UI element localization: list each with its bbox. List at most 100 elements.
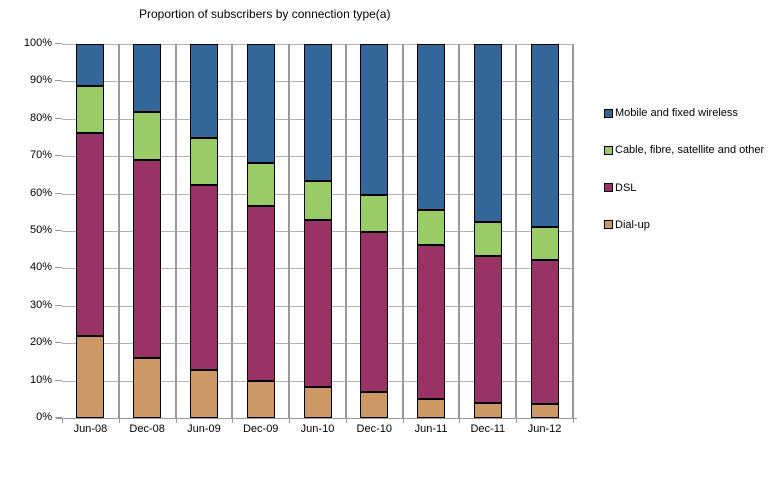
bar-segment-dsl [360,232,388,392]
bar-Dec-10 [360,44,388,418]
y-axis-tick [55,193,62,194]
y-axis-tick-label: 50% [29,224,52,236]
x-axis-category-label: Dec-08 [129,423,165,435]
bar-segment-dial-up [474,403,502,418]
bar-segment-mobile-and-fixed-wireless [417,44,445,210]
bar-segment-dial-up [133,358,161,418]
x-axis-category-label: Dec-09 [242,423,279,435]
x-axis-category-label: Dec-11 [470,423,506,435]
bar-segment-dial-up [531,404,559,418]
bar-segment-mobile-and-fixed-wireless [531,44,559,227]
bar-segment-cable-fibre-satellite-and-other [474,222,502,256]
x-axis-category-label: Jun-09 [187,423,221,435]
x-axis-tick [573,419,574,423]
vertical-gridline [572,44,574,418]
bar-segment-mobile-and-fixed-wireless [247,44,275,163]
bar-segment-dial-up [417,399,445,418]
bar-Jun-08 [76,44,104,418]
bar-Dec-08 [133,44,161,418]
legend-color-swatch-icon [604,145,613,155]
y-axis-tick [55,43,62,44]
y-axis-tick [55,380,62,381]
y-axis-tick-label: 30% [29,299,52,311]
y-axis-tick-label: 80% [29,112,52,124]
vertical-gridline [402,44,404,418]
legend-color-swatch-icon [604,108,613,118]
legend-item-dsl: DSL [604,182,636,194]
y-axis-tick [55,80,62,81]
x-axis-category-label: Jun-08 [73,423,108,435]
y-axis-tick [55,155,62,156]
bar-segment-cable-fibre-satellite-and-other [304,181,332,220]
chart-title: Proportion of subscribers by connection … [139,7,391,21]
bar-segment-cable-fibre-satellite-and-other [247,163,275,206]
bar-segment-cable-fibre-satellite-and-other [133,112,161,160]
legend-color-swatch-icon [604,183,613,193]
bar-segment-dsl [247,206,275,381]
bar-Dec-11 [474,44,502,418]
bar-segment-dsl [190,185,218,370]
x-axis-tick [119,419,120,423]
x-axis-tick [403,419,404,423]
vertical-gridline [288,44,290,418]
y-axis-tick [55,417,62,418]
y-axis-tick-label: 70% [29,149,52,161]
bar-segment-dial-up [360,392,388,418]
bar-segment-cable-fibre-satellite-and-other [360,195,388,232]
bar-segment-mobile-and-fixed-wireless [474,44,502,222]
vertical-gridline [458,44,460,418]
vertical-gridline [345,44,347,418]
bar-segment-cable-fibre-satellite-and-other [531,227,559,260]
bar-segment-mobile-and-fixed-wireless [360,44,388,195]
bar-Jun-12 [531,44,559,418]
y-axis-tick-label: 10% [29,374,52,386]
vertical-gridline [175,44,177,418]
vertical-gridline [515,44,517,418]
x-axis-tick [176,419,177,423]
x-axis-line [56,418,577,419]
x-axis-tick [289,419,290,423]
bar-Jun-11 [417,44,445,418]
bar-segment-mobile-and-fixed-wireless [76,44,104,86]
bar-segment-dsl [474,256,502,403]
bar-segment-mobile-and-fixed-wireless [304,44,332,181]
vertical-gridline [231,44,233,418]
bar-segment-mobile-and-fixed-wireless [133,44,161,112]
x-axis-category-label: Jun-10 [300,423,335,435]
legend-label: Cable, fibre, satellite and other [615,144,765,157]
y-axis-tick [55,267,62,268]
bar-segment-cable-fibre-satellite-and-other [190,138,218,185]
x-axis-tick [346,419,347,423]
bar-segment-mobile-and-fixed-wireless [190,44,218,138]
y-axis-tick [55,118,62,119]
y-axis-tick [55,342,62,343]
bar-segment-dsl [76,133,104,336]
bar-segment-dial-up [247,381,275,418]
legend-label: DSL [615,181,637,194]
y-axis-tick-label: 40% [29,261,52,273]
y-axis-tick-label: 0% [36,411,52,423]
legend-item-dial-up: Dial-up [604,219,650,231]
bar-segment-dial-up [190,370,218,418]
bar-segment-dial-up [76,336,104,418]
bar-Jun-10 [304,44,332,418]
x-axis-tick [62,419,63,423]
bar-Dec-09 [247,44,275,418]
bar-Jun-09 [190,44,218,418]
bar-segment-cable-fibre-satellite-and-other [417,210,445,245]
legend-label: Dial-up [615,218,650,231]
bar-segment-cable-fibre-satellite-and-other [76,86,104,133]
y-axis-tick-label: 20% [29,336,52,348]
legend-color-swatch-icon [604,220,613,230]
bar-segment-dsl [133,160,161,358]
x-axis-tick [459,419,460,423]
legend-label: Mobile and fixed wireless [615,107,738,119]
y-axis-tick-label: 60% [29,187,52,199]
y-axis-tick [55,230,62,231]
x-axis-category-label: Jun-11 [414,423,448,435]
legend-item-cable-fibre-satellite-and-other: Cable, fibre, satellite and other [604,144,764,156]
y-axis-tick-label: 90% [29,74,52,86]
x-axis-category-label: Dec-10 [356,423,392,435]
legend-item-mobile-and-fixed-wireless: Mobile and fixed wireless [604,107,738,119]
